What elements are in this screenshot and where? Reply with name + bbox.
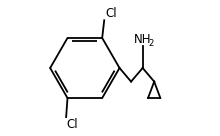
Text: 2: 2 bbox=[148, 39, 154, 48]
Text: Cl: Cl bbox=[105, 7, 117, 20]
Text: NH: NH bbox=[134, 33, 151, 46]
Text: Cl: Cl bbox=[66, 118, 78, 131]
